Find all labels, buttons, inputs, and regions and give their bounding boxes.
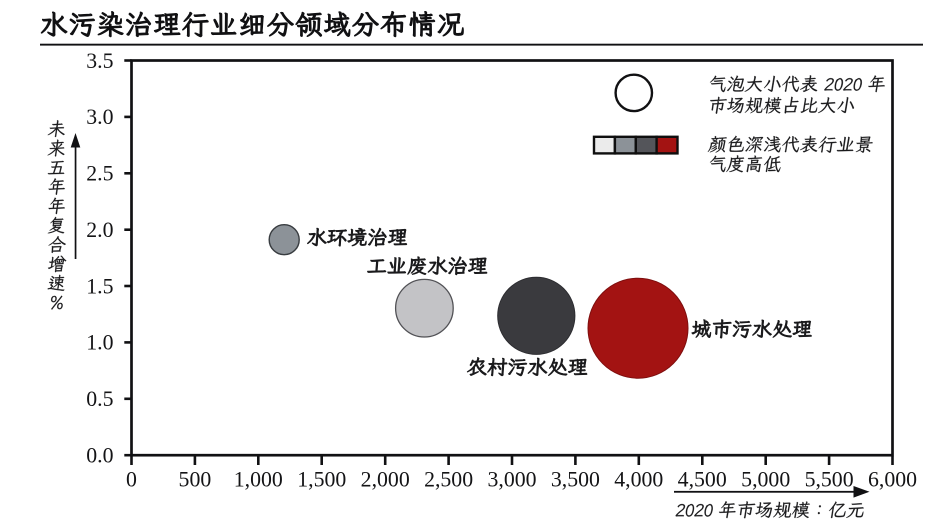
- svg-text:1,500: 1,500: [297, 467, 346, 491]
- svg-text:4,500: 4,500: [678, 467, 727, 491]
- svg-text:6,000: 6,000: [868, 467, 917, 491]
- svg-text:3.0: 3.0: [86, 105, 113, 129]
- svg-text:2.0: 2.0: [86, 218, 113, 242]
- svg-text:0: 0: [126, 467, 137, 491]
- svg-text:500: 500: [179, 467, 212, 491]
- svg-text:3,000: 3,000: [487, 467, 536, 491]
- svg-text:2,500: 2,500: [424, 467, 473, 491]
- svg-text:5,000: 5,000: [741, 467, 790, 491]
- svg-text:1.5: 1.5: [86, 274, 113, 298]
- svg-text:3.5: 3.5: [86, 49, 113, 73]
- svg-text:0.0: 0.0: [86, 444, 113, 468]
- svg-text:0.5: 0.5: [86, 387, 113, 411]
- svg-text:5,500: 5,500: [805, 467, 854, 491]
- svg-text:3,500: 3,500: [551, 467, 600, 491]
- svg-text:2,000: 2,000: [361, 467, 410, 491]
- svg-text:4,000: 4,000: [614, 467, 663, 491]
- svg-text:1.0: 1.0: [86, 331, 113, 355]
- svg-text:2.5: 2.5: [86, 162, 113, 186]
- svg-text:1,000: 1,000: [234, 467, 283, 491]
